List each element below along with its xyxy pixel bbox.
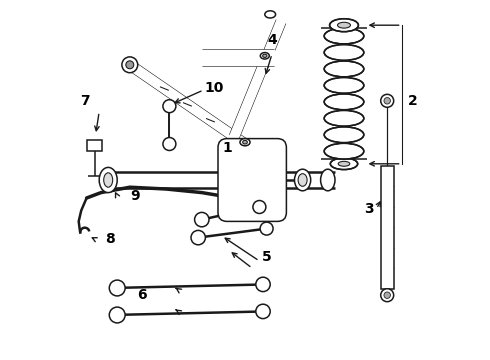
- Ellipse shape: [260, 53, 270, 59]
- Polygon shape: [202, 50, 274, 65]
- Ellipse shape: [294, 169, 311, 191]
- Ellipse shape: [338, 161, 350, 166]
- Circle shape: [109, 307, 125, 323]
- Ellipse shape: [330, 19, 358, 32]
- Ellipse shape: [330, 158, 358, 170]
- Ellipse shape: [320, 169, 335, 191]
- FancyBboxPatch shape: [218, 139, 286, 221]
- Ellipse shape: [240, 139, 250, 146]
- Ellipse shape: [324, 94, 364, 110]
- Circle shape: [126, 61, 134, 69]
- Circle shape: [109, 280, 125, 296]
- Circle shape: [381, 289, 393, 302]
- Circle shape: [384, 292, 391, 298]
- Text: 5: 5: [262, 251, 271, 264]
- Circle shape: [384, 98, 391, 104]
- Text: 3: 3: [365, 202, 374, 216]
- Ellipse shape: [324, 45, 364, 60]
- Circle shape: [260, 222, 273, 235]
- Bar: [87, 140, 102, 151]
- Circle shape: [122, 57, 138, 73]
- Polygon shape: [127, 61, 247, 148]
- Circle shape: [381, 94, 393, 107]
- Ellipse shape: [338, 22, 350, 28]
- Ellipse shape: [324, 127, 364, 143]
- Text: 2: 2: [408, 94, 417, 108]
- Circle shape: [256, 304, 270, 319]
- Ellipse shape: [324, 77, 364, 93]
- Ellipse shape: [298, 174, 307, 186]
- Ellipse shape: [265, 11, 275, 18]
- Circle shape: [163, 138, 176, 150]
- Text: 4: 4: [267, 33, 277, 46]
- Circle shape: [253, 201, 266, 213]
- Ellipse shape: [263, 54, 267, 57]
- Ellipse shape: [324, 28, 364, 44]
- Circle shape: [163, 100, 176, 113]
- Circle shape: [191, 230, 205, 245]
- Ellipse shape: [243, 140, 247, 144]
- Text: 1: 1: [222, 141, 232, 154]
- Ellipse shape: [324, 143, 364, 159]
- Ellipse shape: [99, 167, 117, 193]
- Circle shape: [256, 277, 270, 292]
- Bar: [381, 166, 393, 289]
- Text: 8: 8: [105, 233, 115, 246]
- Circle shape: [195, 212, 209, 227]
- Polygon shape: [230, 20, 285, 139]
- Text: 7: 7: [80, 94, 90, 108]
- Text: 6: 6: [138, 288, 147, 302]
- Text: 9: 9: [130, 189, 140, 203]
- Text: 10: 10: [205, 81, 224, 95]
- Ellipse shape: [324, 61, 364, 77]
- Ellipse shape: [104, 173, 113, 187]
- Ellipse shape: [324, 111, 364, 126]
